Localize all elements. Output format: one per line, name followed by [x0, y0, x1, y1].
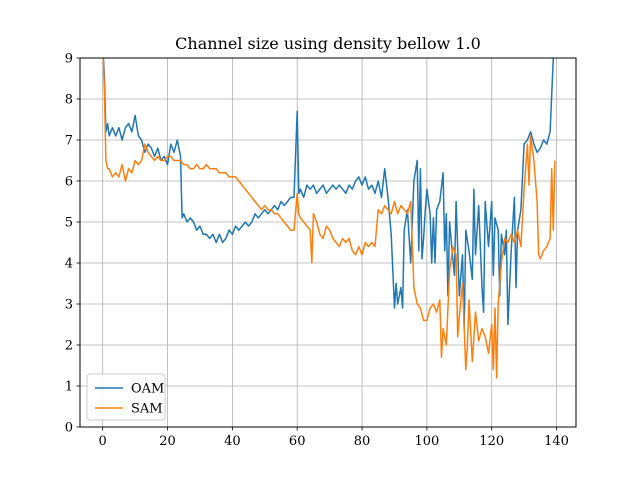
x-tick-label: 60 — [289, 434, 306, 449]
series-line-sam — [102, 58, 556, 379]
y-tick-label: 0 — [65, 421, 73, 436]
x-tick-label: 40 — [224, 434, 241, 449]
y-tick-label: 9 — [65, 52, 73, 67]
legend: OAM SAM — [86, 373, 166, 421]
y-tick-label: 1 — [65, 380, 73, 395]
x-tick-label: 100 — [414, 434, 439, 449]
series-line-oam — [102, 58, 555, 330]
axis-ticks: 0 20 40 60 80 100 120 140 0 1 2 3 4 5 6 7 8 9 — [65, 52, 569, 450]
y-tick-label: 5 — [65, 216, 73, 231]
y-tick-label: 2 — [65, 339, 73, 354]
series-lines — [102, 58, 556, 379]
x-tick-label: 120 — [479, 434, 504, 449]
y-tick-label: 8 — [65, 93, 73, 108]
y-tick-label: 3 — [65, 298, 73, 313]
y-tick-label: 4 — [65, 257, 73, 272]
legend-label-oam: OAM — [131, 382, 164, 397]
y-tick-label: 7 — [65, 134, 73, 149]
x-tick-label: 0 — [99, 434, 107, 449]
legend-label-sam: SAM — [131, 402, 163, 417]
x-tick-label: 20 — [159, 434, 176, 449]
y-tick-label: 6 — [65, 175, 73, 190]
x-tick-label: 140 — [544, 434, 569, 449]
x-tick-label: 80 — [354, 434, 371, 449]
plot-frame — [79, 57, 577, 428]
chart-title: Channel size using density bellow 1.0 — [175, 34, 481, 53]
